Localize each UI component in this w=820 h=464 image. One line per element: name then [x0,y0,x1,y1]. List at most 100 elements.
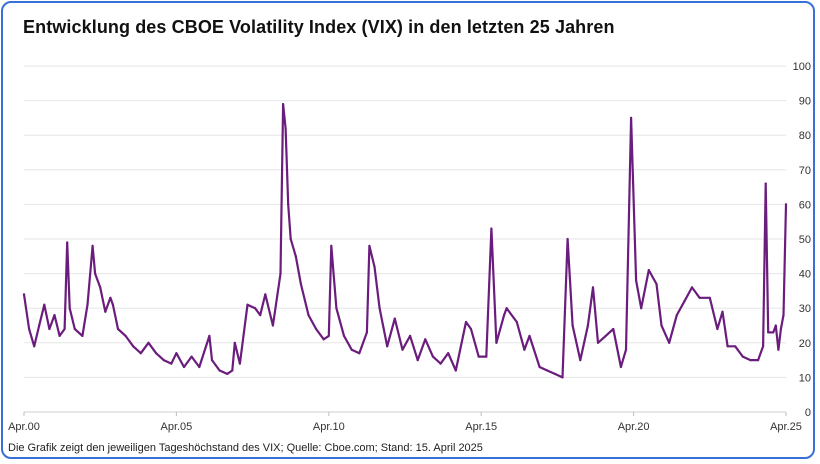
vix-data-point [624,348,628,351]
vix-data-point [86,303,89,306]
vix-data-point [116,327,120,331]
vix-data-point [350,348,353,351]
vix-data-point [210,359,214,362]
vix-data-point [132,345,135,348]
vix-data-point [401,348,404,351]
vix-data-point [327,334,330,337]
vix-data-point [630,116,633,119]
y-tick-label: 70 [799,165,811,177]
source-footnote: Die Grafik zeigt den jeweiligen Tageshöc… [8,442,483,454]
vix-data-point [373,265,376,268]
vix-data-point [218,369,221,372]
vix-data-point [538,365,541,369]
chart-title: Entwicklung des CBOE Volatility Index (V… [23,17,615,37]
vix-data-point [586,324,590,327]
vix-data-point [264,293,267,296]
vix-data-point [655,282,658,286]
vix-data-point [99,286,102,289]
vix-data-point [124,334,127,337]
vix-data-point [282,103,285,106]
vix-data-point [660,324,663,327]
vix-data-point [104,310,107,313]
vix-data-point [53,314,56,317]
vix-data-point [767,331,770,334]
vix-data-point [170,362,173,365]
vix-data-point [198,365,201,369]
vix-data-point [58,334,61,337]
vix-data-point [175,352,178,355]
x-tick-label: Apr.10 [313,421,345,433]
vix-data-point [416,359,419,362]
vix-data-point [604,334,607,337]
vix-data-point [696,293,699,296]
vix-data-point [378,307,381,310]
vix-data-point [734,345,737,348]
vix-data-point [591,286,595,289]
vix-data-point [335,307,338,310]
vix-data-point [109,296,112,299]
vix-data-point [289,237,292,241]
vix-data-point [365,331,368,334]
vix-data-point [635,279,638,282]
vix-data-point [68,307,71,310]
y-tick-label: 50 [799,234,811,246]
vix-data-point [777,348,780,351]
vix-data-point [515,320,518,324]
vix-data-point [546,369,549,372]
vix-data-point [147,341,150,344]
vix-data-point [698,296,701,299]
vix-data-point [409,334,412,337]
vix-data-point [612,327,615,331]
vix-data-point [647,269,650,272]
vix-data-point [307,314,310,317]
vix-data-point [287,203,290,206]
vix-data-point [726,345,729,348]
vix-data-point [566,237,569,241]
vix-data-point [675,314,678,317]
vix-data-point [757,359,760,362]
vix-data-point [774,324,777,327]
vix-data-point [254,307,257,310]
y-tick-label: 80 [799,130,811,142]
y-tick-label: 30 [799,303,811,315]
vix-data-point [772,331,775,334]
series-layer [22,102,788,379]
vix-data-point [779,327,783,331]
vix-data-point [190,355,193,358]
vix-data-point [464,320,468,324]
vix-data-point [784,203,788,206]
vix-data-point [155,352,158,355]
vix-data-point [386,345,389,348]
vix-data-point [182,365,186,369]
x-axis-ticks: Apr.00 Apr.05 Apr.10 Apr.15 Apr.20 Apr.25 [8,412,802,433]
vix-data-point [431,355,434,358]
y-tick-label: 20 [799,338,811,350]
vix-data-point [73,327,76,331]
vix-data-point [749,359,752,362]
x-tick-label: Apr.00 [8,421,40,433]
vix-data-point [668,341,671,344]
vix-data-point [233,341,236,344]
vix-data-point [368,244,371,247]
y-axis-ticks: 0 10 20 30 40 50 60 70 80 90 100 [793,61,811,419]
vix-data-point [619,365,623,369]
vix-data-point [315,327,318,331]
vix-data-point [579,359,582,362]
vix-data-point [523,348,526,351]
y-tick-label: 60 [799,199,811,211]
vix-data-point [424,338,427,341]
vix-data-point [683,300,686,303]
vix-data-point [330,244,333,247]
y-tick-label: 90 [799,96,811,108]
vix-data-point [63,327,66,331]
vix-data-point [91,244,94,247]
vix-data-point [439,362,442,365]
y-tick-label: 0 [805,407,811,419]
vix-data-point [299,282,302,286]
vix-data-point [162,359,165,362]
vix-data-point [454,369,457,372]
vix-data-point [246,303,249,306]
vix-data-point [226,372,229,375]
vix-data-point [782,314,785,317]
